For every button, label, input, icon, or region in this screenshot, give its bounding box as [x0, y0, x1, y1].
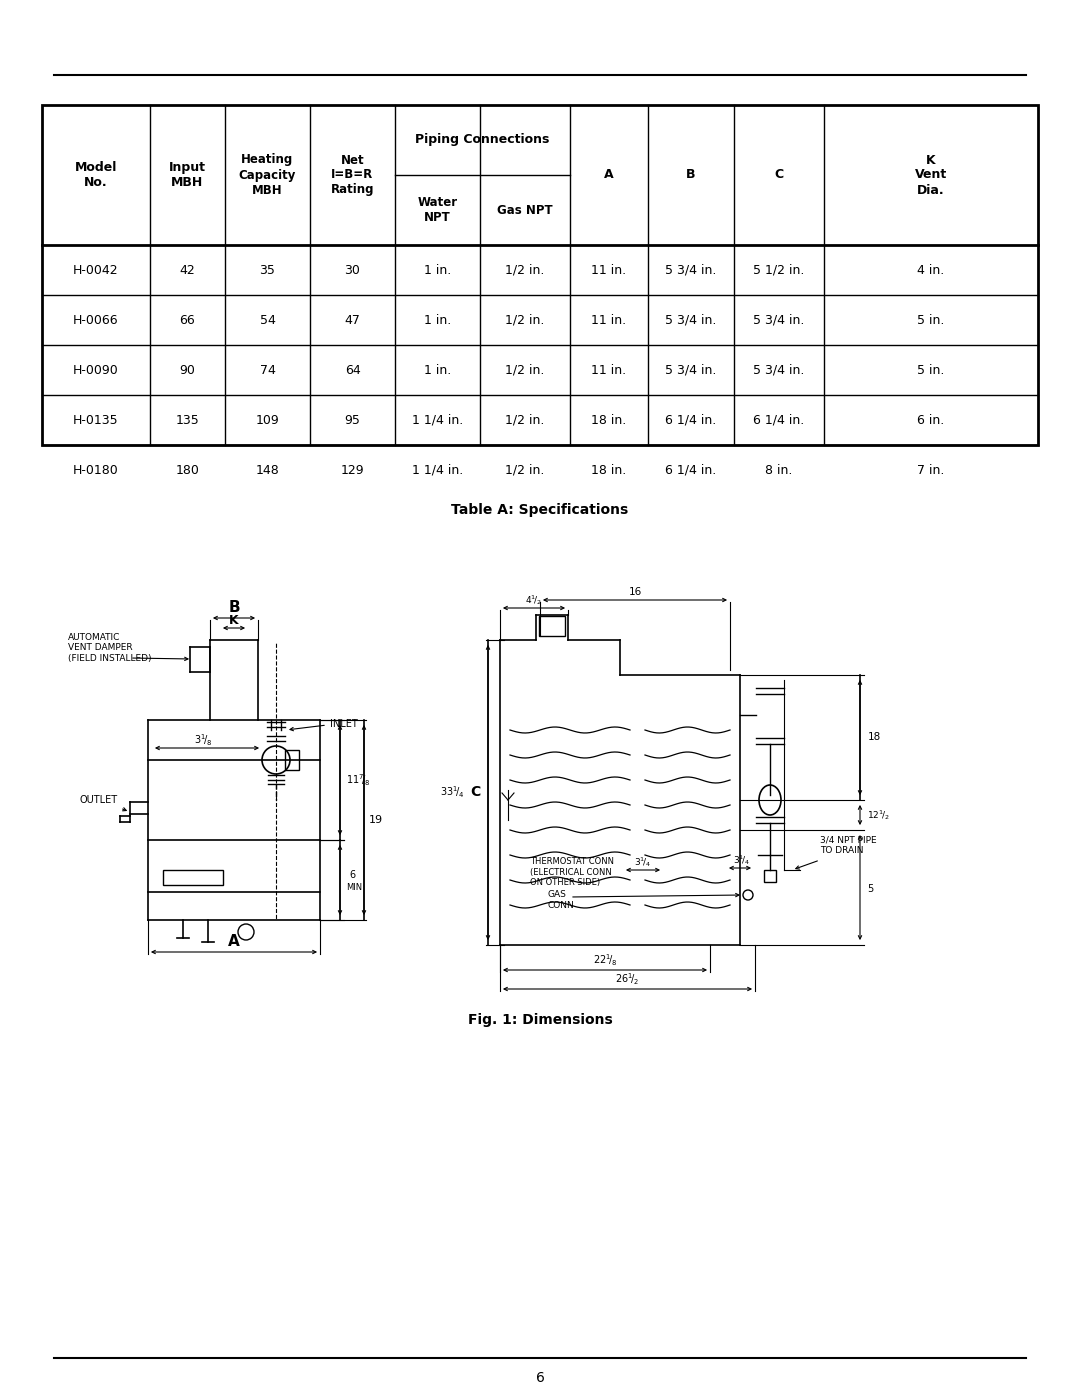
- Text: 5 3/4 in.: 5 3/4 in.: [665, 264, 717, 277]
- Text: $22^1\!/_8$: $22^1\!/_8$: [593, 953, 618, 968]
- Bar: [539, 616, 565, 636]
- Text: 1 1/4 in.: 1 1/4 in.: [411, 464, 463, 476]
- Text: $12^1\!/_2$: $12^1\!/_2$: [866, 807, 890, 821]
- Text: H-0090: H-0090: [73, 363, 119, 377]
- Text: 5 3/4 in.: 5 3/4 in.: [754, 313, 805, 327]
- Bar: [163, 870, 222, 886]
- Text: $3^1\!/_4$: $3^1\!/_4$: [733, 854, 751, 868]
- Text: Piping Connections: Piping Connections: [416, 134, 550, 147]
- Text: OUTLET: OUTLET: [80, 795, 118, 805]
- Text: 47: 47: [345, 313, 361, 327]
- Text: 64: 64: [345, 363, 361, 377]
- Text: 6: 6: [349, 870, 355, 880]
- Text: 5 in.: 5 in.: [917, 363, 945, 377]
- Text: 1/2 in.: 1/2 in.: [505, 464, 544, 476]
- Text: 180: 180: [176, 464, 200, 476]
- Text: 18: 18: [867, 732, 880, 742]
- Text: H-0135: H-0135: [73, 414, 119, 426]
- Text: K
Vent
Dia.: K Vent Dia.: [915, 154, 947, 197]
- Text: 6 1/4 in.: 6 1/4 in.: [665, 464, 717, 476]
- Text: 11 in.: 11 in.: [592, 313, 626, 327]
- Bar: [42, 105, 1038, 446]
- Text: 135: 135: [176, 414, 200, 426]
- Text: A: A: [604, 169, 613, 182]
- Text: 5 3/4 in.: 5 3/4 in.: [665, 363, 717, 377]
- Text: 11 in.: 11 in.: [592, 363, 626, 377]
- Bar: [764, 870, 777, 882]
- Text: B: B: [228, 601, 240, 616]
- Text: C: C: [774, 169, 784, 182]
- Text: 129: 129: [340, 464, 364, 476]
- Text: 1 in.: 1 in.: [423, 363, 451, 377]
- Text: 95: 95: [345, 414, 361, 426]
- Text: 18 in.: 18 in.: [592, 414, 626, 426]
- Text: K: K: [229, 613, 239, 626]
- Text: Input
MBH: Input MBH: [168, 161, 206, 189]
- Text: GAS
CONN: GAS CONN: [548, 890, 575, 909]
- Text: 1 in.: 1 in.: [423, 264, 451, 277]
- Bar: [285, 750, 299, 770]
- Text: 148: 148: [256, 464, 280, 476]
- Text: 6 1/4 in.: 6 1/4 in.: [754, 414, 805, 426]
- Text: 35: 35: [259, 264, 275, 277]
- Text: Model
No.: Model No.: [75, 161, 118, 189]
- Text: 1/2 in.: 1/2 in.: [505, 363, 544, 377]
- Text: Table A: Specifications: Table A: Specifications: [451, 503, 629, 517]
- Text: 5 3/4 in.: 5 3/4 in.: [754, 363, 805, 377]
- Text: 1 in.: 1 in.: [423, 313, 451, 327]
- Text: A: A: [228, 935, 240, 950]
- Text: $3^1\!/_4$: $3^1\!/_4$: [634, 855, 651, 869]
- Text: 19: 19: [369, 814, 383, 826]
- Text: 6: 6: [536, 1370, 544, 1384]
- Text: 5 3/4 in.: 5 3/4 in.: [665, 313, 717, 327]
- Text: INLET: INLET: [330, 719, 357, 729]
- Text: 90: 90: [179, 363, 195, 377]
- Text: MIN: MIN: [346, 883, 362, 893]
- Text: 7 in.: 7 in.: [917, 464, 945, 476]
- Text: C: C: [470, 785, 481, 799]
- Text: $26^1\!/_2$: $26^1\!/_2$: [615, 971, 639, 986]
- Text: 6 in.: 6 in.: [917, 414, 945, 426]
- Text: H-0066: H-0066: [73, 313, 119, 327]
- Text: 4 in.: 4 in.: [917, 264, 945, 277]
- Text: 109: 109: [256, 414, 280, 426]
- Text: 6 1/4 in.: 6 1/4 in.: [665, 414, 717, 426]
- Text: B: B: [686, 169, 696, 182]
- Text: 1 1/4 in.: 1 1/4 in.: [411, 414, 463, 426]
- Text: $11^7\!/_8$: $11^7\!/_8$: [346, 773, 370, 788]
- Text: AUTOMATIC
VENT DAMPER
(FIELD INSTALLED): AUTOMATIC VENT DAMPER (FIELD INSTALLED): [68, 633, 151, 664]
- Text: 5: 5: [867, 883, 873, 894]
- Text: 1/2 in.: 1/2 in.: [505, 313, 544, 327]
- Text: 42: 42: [179, 264, 195, 277]
- Text: Fig. 1: Dimensions: Fig. 1: Dimensions: [468, 1013, 612, 1027]
- Text: 16: 16: [629, 587, 642, 597]
- Text: Gas NPT: Gas NPT: [497, 204, 553, 217]
- Text: 8 in.: 8 in.: [766, 464, 793, 476]
- Text: H-0180: H-0180: [73, 464, 119, 476]
- Text: 54: 54: [259, 313, 275, 327]
- Text: $33^1\!/_4$: $33^1\!/_4$: [440, 785, 464, 800]
- Text: 5 in.: 5 in.: [917, 313, 945, 327]
- Text: Water
NPT: Water NPT: [418, 196, 458, 224]
- Text: $4^1\!/_2$: $4^1\!/_2$: [526, 594, 542, 606]
- Text: 5 1/2 in.: 5 1/2 in.: [754, 264, 805, 277]
- Text: 30: 30: [345, 264, 361, 277]
- Text: $3^1\!/_8$: $3^1\!/_8$: [193, 732, 213, 747]
- Text: THERMOSTAT CONN
(ELECTRICAL CONN
ON OTHER SIDE): THERMOSTAT CONN (ELECTRICAL CONN ON OTHE…: [530, 858, 615, 887]
- Text: 18 in.: 18 in.: [592, 464, 626, 476]
- Text: 74: 74: [259, 363, 275, 377]
- Text: 66: 66: [179, 313, 195, 327]
- Text: 3/4 NPT PIPE
TO DRAIN: 3/4 NPT PIPE TO DRAIN: [820, 835, 877, 855]
- Text: H-0042: H-0042: [73, 264, 119, 277]
- Text: 1/2 in.: 1/2 in.: [505, 264, 544, 277]
- Text: 1/2 in.: 1/2 in.: [505, 414, 544, 426]
- Text: Heating
Capacity
MBH: Heating Capacity MBH: [239, 154, 296, 197]
- Text: 11 in.: 11 in.: [592, 264, 626, 277]
- Text: Net
I=B=R
Rating: Net I=B=R Rating: [330, 154, 375, 197]
